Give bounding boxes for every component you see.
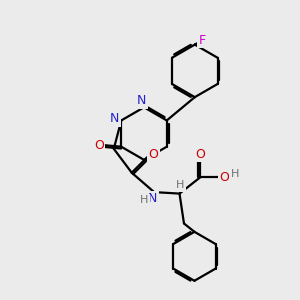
Text: H: H	[176, 180, 184, 190]
Text: N: N	[137, 94, 146, 107]
Text: O: O	[94, 139, 104, 152]
Text: F: F	[199, 34, 206, 46]
Text: O: O	[148, 148, 158, 161]
Text: N: N	[110, 112, 119, 125]
Text: O: O	[219, 171, 229, 184]
Text: H: H	[140, 196, 149, 206]
Text: N: N	[148, 192, 157, 205]
Text: O: O	[196, 148, 205, 161]
Text: H: H	[231, 169, 239, 179]
